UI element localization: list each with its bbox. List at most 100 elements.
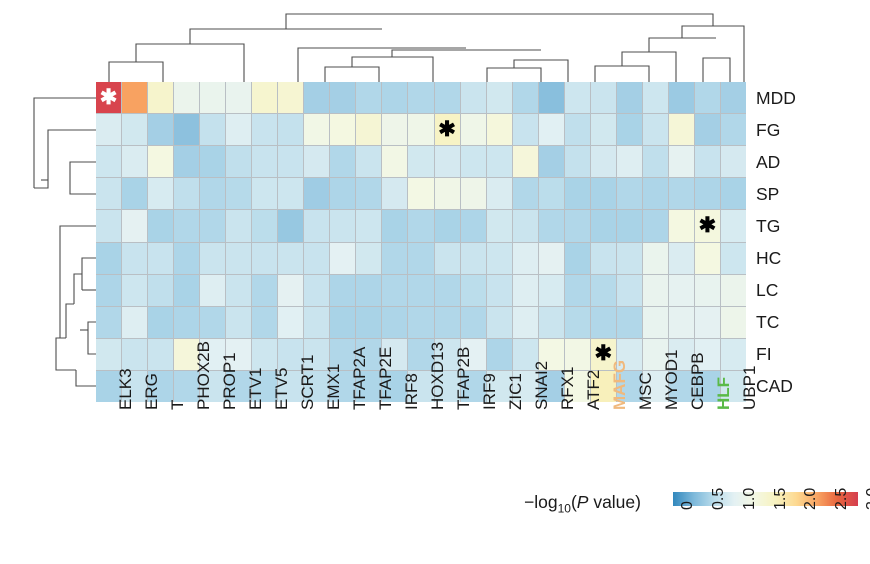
heatmap-cell: ✱ (96, 82, 122, 114)
heatmap-cell (148, 146, 174, 178)
heatmap-cell (200, 242, 226, 274)
heatmap-cell (590, 274, 616, 306)
heatmap-cell (252, 274, 278, 306)
heatmap-cell (694, 338, 720, 370)
colorbar-tick-3-0: 3.0 (864, 487, 870, 510)
column-label-cebpb: CEBPB (688, 352, 707, 410)
heatmap-cell (434, 242, 460, 274)
heatmap-cell (174, 338, 200, 370)
heatmap-cell (408, 338, 434, 370)
heatmap-cell (538, 338, 564, 370)
heatmap-cell (278, 146, 304, 178)
heatmap-cell (512, 338, 538, 370)
heatmap-cell (642, 210, 668, 242)
heatmap-cell (96, 338, 122, 370)
heatmap-cell (408, 306, 434, 338)
heatmap-cell (694, 82, 720, 114)
column-label-erg: ERG (142, 373, 161, 410)
heatmap-cell (200, 274, 226, 306)
heatmap-cell (668, 306, 694, 338)
heatmap-cell (460, 370, 486, 402)
row-label-fi: FI (756, 343, 772, 364)
heatmap-cell (382, 178, 408, 210)
heatmap-cell (356, 306, 382, 338)
heatmap-cell (408, 146, 434, 178)
heatmap-cell (694, 370, 720, 402)
heatmap-cell (304, 82, 330, 114)
heatmap-cell (616, 210, 642, 242)
heatmap-cell (278, 274, 304, 306)
row-label-sp: SP (756, 183, 780, 204)
heatmap-cell (538, 370, 564, 402)
heatmap-cell (330, 274, 356, 306)
column-label-hlf: HLF (714, 376, 733, 410)
heatmap-cell (590, 82, 616, 114)
heatmap-cell (434, 82, 460, 114)
heatmap-cell (564, 338, 590, 370)
heatmap-cell (434, 146, 460, 178)
column-label-rfx1: RFX1 (558, 366, 577, 410)
heatmap-cell (642, 114, 668, 146)
heatmap-cell (174, 82, 200, 114)
heatmap-cell (538, 146, 564, 178)
heatmap-cell (148, 370, 174, 402)
heatmap-cell (512, 146, 538, 178)
colorbar-title: −log10(P value) (524, 492, 641, 516)
colorbar (673, 492, 858, 506)
column-label-etv5: ETV5 (272, 367, 291, 410)
heatmap-cell (148, 178, 174, 210)
heatmap-cell (564, 146, 590, 178)
heatmap-cell (590, 114, 616, 146)
heatmap-cell (486, 82, 512, 114)
heatmap-cell (252, 146, 278, 178)
heatmap-cell (720, 114, 746, 146)
heatmap-cell (382, 338, 408, 370)
heatmap-cell (304, 338, 330, 370)
heatmap-cell (694, 146, 720, 178)
heatmap-cell (486, 210, 512, 242)
heatmap-cell (226, 114, 252, 146)
heatmap-cell (148, 338, 174, 370)
heatmap-cell (382, 210, 408, 242)
heatmap-cell (616, 178, 642, 210)
heatmap-cell (330, 210, 356, 242)
significance-asterisk: ✱ (438, 116, 456, 141)
heatmap-cell (226, 306, 252, 338)
heatmap-cell (174, 146, 200, 178)
column-label-zic1: ZIC1 (506, 373, 525, 410)
heatmap-cell (278, 306, 304, 338)
heatmap-cell (226, 210, 252, 242)
heatmap-cell (122, 146, 148, 178)
heatmap-cell (668, 338, 694, 370)
heatmap-cell (668, 146, 694, 178)
heatmap-cell (486, 370, 512, 402)
heatmap-cell (148, 274, 174, 306)
heatmap-cell (252, 114, 278, 146)
heatmap-cell (226, 82, 252, 114)
heatmap-cell (408, 178, 434, 210)
heatmap-cell (148, 82, 174, 114)
heatmap-cell (174, 370, 200, 402)
heatmap-cell (512, 274, 538, 306)
column-label-etv1: ETV1 (246, 367, 265, 410)
heatmap-cell (382, 306, 408, 338)
heatmap-cell (122, 178, 148, 210)
heatmap-cell (174, 274, 200, 306)
heatmap-cell: ✱ (434, 114, 460, 146)
colorbar-tick-1-5: 1.5 (771, 487, 789, 510)
heatmap-cell (538, 210, 564, 242)
heatmap-cell (252, 338, 278, 370)
heatmap-cell (356, 114, 382, 146)
heatmap-cell (200, 82, 226, 114)
heatmap-cell (694, 114, 720, 146)
heatmap-cell (434, 338, 460, 370)
heatmap-cell (590, 146, 616, 178)
heatmap-cell (200, 178, 226, 210)
heatmap-cell (460, 82, 486, 114)
heatmap-cell (642, 242, 668, 274)
heatmap-cell (252, 370, 278, 402)
heatmap-cell (382, 146, 408, 178)
heatmap-cell (96, 306, 122, 338)
heatmap-cell (226, 146, 252, 178)
heatmap-cell (330, 306, 356, 338)
